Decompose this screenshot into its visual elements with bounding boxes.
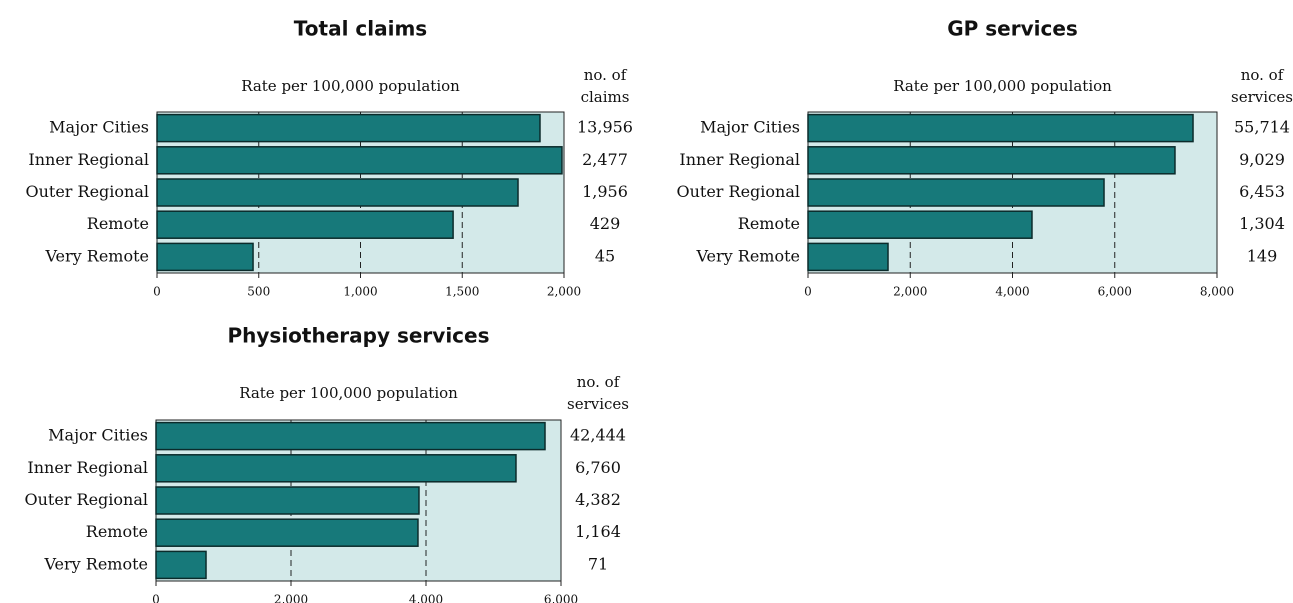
count-label: 45 bbox=[595, 246, 615, 265]
x-tick-label: 6,000 bbox=[1098, 285, 1132, 299]
count-header: claims bbox=[581, 88, 630, 106]
x-tick-label: 8,000 bbox=[1200, 285, 1234, 299]
category-label: Remote bbox=[86, 522, 148, 541]
x-tick-label: 0 bbox=[152, 593, 160, 603]
axis-label: Rate per 100,000 population bbox=[893, 77, 1112, 95]
count-label: 1,164 bbox=[575, 522, 621, 541]
count-label: 149 bbox=[1247, 246, 1278, 265]
category-label: Very Remote bbox=[43, 554, 148, 573]
category-label: Outer Regional bbox=[25, 182, 149, 201]
count-label: 429 bbox=[590, 214, 621, 233]
count-header: services bbox=[567, 395, 629, 413]
count-header: no. of bbox=[1241, 66, 1285, 84]
count-label: 6,453 bbox=[1239, 182, 1285, 201]
x-tick-label: 2,000 bbox=[274, 593, 308, 603]
category-label: Inner Regional bbox=[679, 150, 800, 169]
bar bbox=[807, 242, 889, 272]
count-label: 71 bbox=[588, 554, 608, 573]
bar bbox=[156, 242, 254, 272]
bar bbox=[155, 518, 419, 547]
x-tick-label: 500 bbox=[247, 285, 270, 299]
x-tick-label: 4,000 bbox=[409, 593, 443, 603]
axis-label: Rate per 100,000 population bbox=[241, 77, 460, 95]
count-label: 55,714 bbox=[1234, 118, 1290, 137]
count-label: 1,956 bbox=[582, 182, 628, 201]
count-header: services bbox=[1231, 88, 1293, 106]
count-label: 1,304 bbox=[1239, 214, 1285, 233]
category-label: Outer Regional bbox=[24, 490, 148, 509]
category-label: Inner Regional bbox=[27, 458, 148, 477]
bar bbox=[807, 113, 1194, 143]
axis-label: Rate per 100,000 population bbox=[239, 384, 458, 402]
chart-title: Total claims bbox=[294, 17, 427, 41]
category-label: Outer Regional bbox=[676, 182, 800, 201]
bar bbox=[156, 178, 519, 207]
x-tick-label: 4,000 bbox=[995, 285, 1029, 299]
category-label: Major Cities bbox=[49, 118, 149, 137]
bar bbox=[155, 454, 517, 483]
category-label: Major Cities bbox=[48, 426, 148, 445]
bar bbox=[155, 486, 420, 515]
x-tick-label: 2,000 bbox=[547, 285, 581, 299]
bar bbox=[156, 210, 454, 239]
bar bbox=[807, 146, 1176, 175]
count-label: 9,029 bbox=[1239, 150, 1285, 169]
count-label: 2,477 bbox=[582, 150, 628, 169]
count-label: 4,382 bbox=[575, 490, 621, 509]
category-label: Remote bbox=[738, 214, 800, 233]
count-label: 6,760 bbox=[575, 458, 621, 477]
bar bbox=[156, 146, 563, 175]
category-label: Inner Regional bbox=[28, 150, 149, 169]
count-header: no. of bbox=[577, 373, 621, 391]
x-tick-label: 2,000 bbox=[893, 285, 927, 299]
bar bbox=[155, 550, 207, 580]
count-header: no. of bbox=[584, 66, 628, 84]
count-label: 13,956 bbox=[577, 118, 633, 137]
x-tick-label: 0 bbox=[153, 285, 161, 299]
category-label: Major Cities bbox=[700, 118, 800, 137]
count-label: 42,444 bbox=[570, 426, 626, 445]
chart-title: GP services bbox=[947, 17, 1078, 41]
category-label: Remote bbox=[87, 214, 149, 233]
x-tick-label: 1,500 bbox=[445, 285, 479, 299]
category-label: Very Remote bbox=[695, 246, 800, 265]
category-label: Very Remote bbox=[44, 246, 149, 265]
bar bbox=[156, 113, 541, 143]
x-tick-label: 1,000 bbox=[343, 285, 377, 299]
bar bbox=[155, 421, 546, 451]
chart-title: Physiotherapy services bbox=[227, 324, 489, 348]
x-tick-label: 6,000 bbox=[544, 593, 578, 603]
bar bbox=[807, 210, 1033, 239]
x-tick-label: 0 bbox=[804, 285, 812, 299]
bar bbox=[807, 178, 1105, 207]
